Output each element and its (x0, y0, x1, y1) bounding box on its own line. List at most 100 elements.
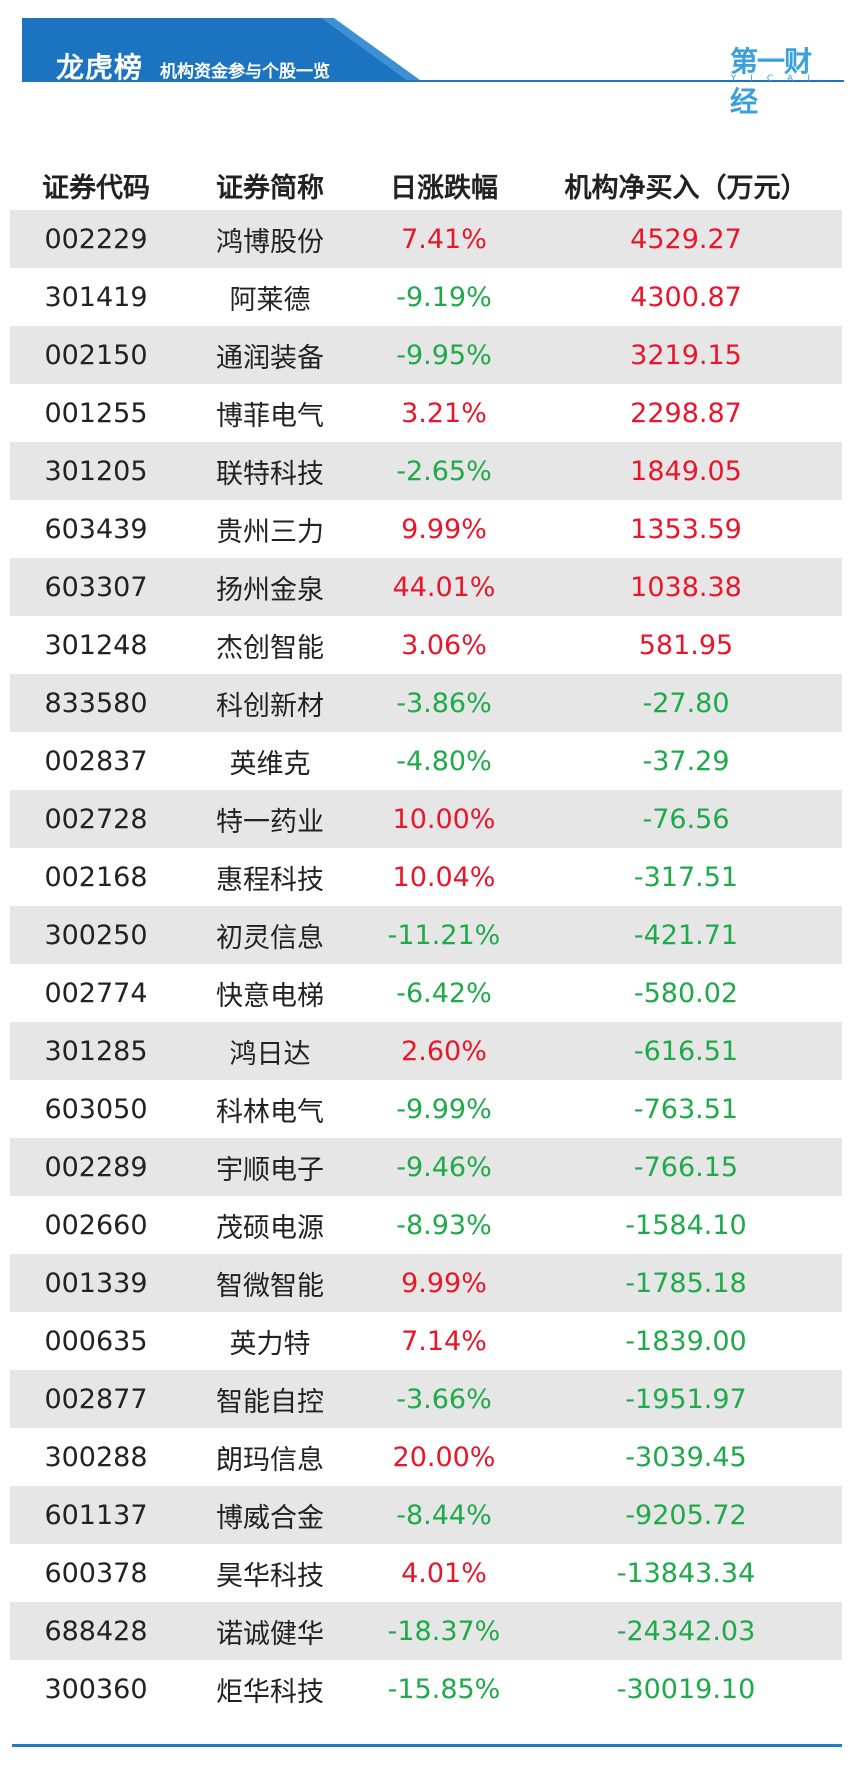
row-change: -11.21% (387, 919, 501, 951)
row-change: 3.21% (401, 397, 487, 429)
row-change: -4.80% (396, 745, 492, 777)
row-code: 601137 (44, 1499, 148, 1531)
header-name: 证券简称 (216, 172, 324, 204)
row-net-buy: 581.95 (638, 629, 734, 661)
row-code: 002168 (44, 861, 148, 893)
institution-net-buy-table: 证券代码 证券简称 日涨跌幅 机构净买入（万元） 002229 鸿博股份 7.41%… (10, 160, 842, 1718)
row-net-buy: -1584.10 (625, 1209, 747, 1241)
header-change: 日涨跌幅 (390, 172, 498, 204)
row-change: 10.00% (392, 803, 496, 835)
row-code: 301248 (44, 629, 148, 661)
row-net-buy: 1849.05 (630, 455, 742, 487)
table-row: 301285 鸿日达 2.60% -616.51 (10, 1022, 842, 1080)
row-net-buy: -616.51 (633, 1035, 739, 1067)
row-name: 联特科技 (216, 458, 324, 490)
table-row: 300360 炬华科技 -15.85% -30019.10 (10, 1660, 842, 1718)
row-code: 000635 (44, 1325, 148, 1357)
table-row: 002150 通润装备 -9.95% 3219.15 (10, 326, 842, 384)
row-change: -2.65% (396, 455, 492, 487)
row-net-buy: -763.51 (633, 1093, 739, 1125)
banner: 龙虎榜 机构资金参与个股一览 第一财经 YICAI (22, 18, 844, 118)
row-name: 昊华科技 (216, 1560, 324, 1592)
row-code: 002728 (44, 803, 148, 835)
row-name: 初灵信息 (216, 922, 324, 954)
table-body: 002229 鸿博股份 7.41% 4529.27 301419 阿莱德 -9.19% 430… (10, 210, 842, 1718)
row-code: 001255 (44, 397, 148, 429)
row-change: 2.60% (401, 1035, 487, 1067)
row-net-buy: -27.80 (642, 687, 730, 719)
table-row: 688428 诺诚健华 -18.37% -24342.03 (10, 1602, 842, 1660)
row-net-buy: -1785.18 (625, 1267, 747, 1299)
row-name: 茂硕电源 (216, 1212, 324, 1244)
row-code: 300288 (44, 1441, 148, 1473)
table-row: 001255 博菲电气 3.21% 2298.87 (10, 384, 842, 442)
row-name: 炬华科技 (216, 1676, 324, 1708)
row-code: 002877 (44, 1383, 148, 1415)
row-code: 301285 (44, 1035, 148, 1067)
row-code: 300250 (44, 919, 148, 951)
brand-name: 第一财经 (730, 45, 812, 118)
row-code: 002774 (44, 977, 148, 1009)
row-change: -8.44% (396, 1499, 492, 1531)
row-code: 002660 (44, 1209, 148, 1241)
footer-divider (12, 1744, 842, 1747)
row-change: -6.42% (396, 977, 492, 1009)
row-name: 博菲电气 (216, 400, 324, 432)
row-net-buy: -13843.34 (616, 1557, 756, 1589)
table-row: 002728 特一药业 10.00% -76.56 (10, 790, 842, 848)
row-name: 特一药业 (216, 806, 324, 838)
table-row: 603307 扬州金泉 44.01% 1038.38 (10, 558, 842, 616)
table-row: 001339 智微智能 9.99% -1785.18 (10, 1254, 842, 1312)
row-net-buy: 3219.15 (630, 339, 742, 371)
row-change: -9.99% (396, 1093, 492, 1125)
row-net-buy: -580.02 (633, 977, 739, 1009)
row-name: 鸿博股份 (216, 226, 324, 258)
table-row: 301205 联特科技 -2.65% 1849.05 (10, 442, 842, 500)
table-row: 002289 宇顺电子 -9.46% -766.15 (10, 1138, 842, 1196)
row-change: 4.01% (401, 1557, 487, 1589)
row-net-buy: 1038.38 (630, 571, 742, 603)
brand-sub: YICAI (730, 74, 824, 84)
row-name: 鸿日达 (229, 1038, 311, 1070)
row-net-buy: -766.15 (633, 1151, 739, 1183)
row-code: 301419 (44, 281, 148, 313)
row-net-buy: -9205.72 (625, 1499, 747, 1531)
table-row: 000635 英力特 7.14% -1839.00 (10, 1312, 842, 1370)
table-row: 002774 快意电梯 -6.42% -580.02 (10, 964, 842, 1022)
row-net-buy: -317.51 (633, 861, 739, 893)
row-name: 阿莱德 (229, 284, 311, 316)
row-code: 002289 (44, 1151, 148, 1183)
table-row: 601137 博威合金 -8.44% -9205.72 (10, 1486, 842, 1544)
table-row: 002229 鸿博股份 7.41% 4529.27 (10, 210, 842, 268)
banner-subtitle: 机构资金参与个股一览 (160, 62, 330, 82)
row-change: -9.46% (396, 1151, 492, 1183)
row-code: 001339 (44, 1267, 148, 1299)
row-change: 10.04% (392, 861, 496, 893)
row-net-buy: -3039.45 (625, 1441, 747, 1473)
row-change: 9.99% (401, 513, 487, 545)
row-change: -8.93% (396, 1209, 492, 1241)
row-name: 通润装备 (216, 342, 324, 374)
row-name: 贵州三力 (216, 516, 324, 548)
row-code: 833580 (44, 687, 148, 719)
row-code: 002229 (44, 223, 148, 255)
row-change: -9.19% (396, 281, 492, 313)
table-row: 603050 科林电气 -9.99% -763.51 (10, 1080, 842, 1138)
row-change: 44.01% (392, 571, 496, 603)
table-row: 300288 朗玛信息 20.00% -3039.45 (10, 1428, 842, 1486)
row-net-buy: -37.29 (642, 745, 730, 777)
row-code: 002837 (44, 745, 148, 777)
row-net-buy: -1839.00 (625, 1325, 747, 1357)
row-code: 002150 (44, 339, 148, 371)
row-code: 603439 (44, 513, 148, 545)
row-name: 智能自控 (216, 1386, 324, 1418)
row-name: 朗玛信息 (216, 1444, 324, 1476)
row-name: 博威合金 (216, 1502, 324, 1534)
row-change: 3.06% (401, 629, 487, 661)
row-name: 智微智能 (216, 1270, 324, 1302)
row-net-buy: 2298.87 (630, 397, 742, 429)
table-row: 833580 科创新材 -3.86% -27.80 (10, 674, 842, 732)
yicai-logo: 第一财经 YICAI (730, 40, 826, 118)
header-net-buy: 机构净买入（万元） (564, 172, 808, 204)
row-code: 300360 (44, 1673, 148, 1705)
